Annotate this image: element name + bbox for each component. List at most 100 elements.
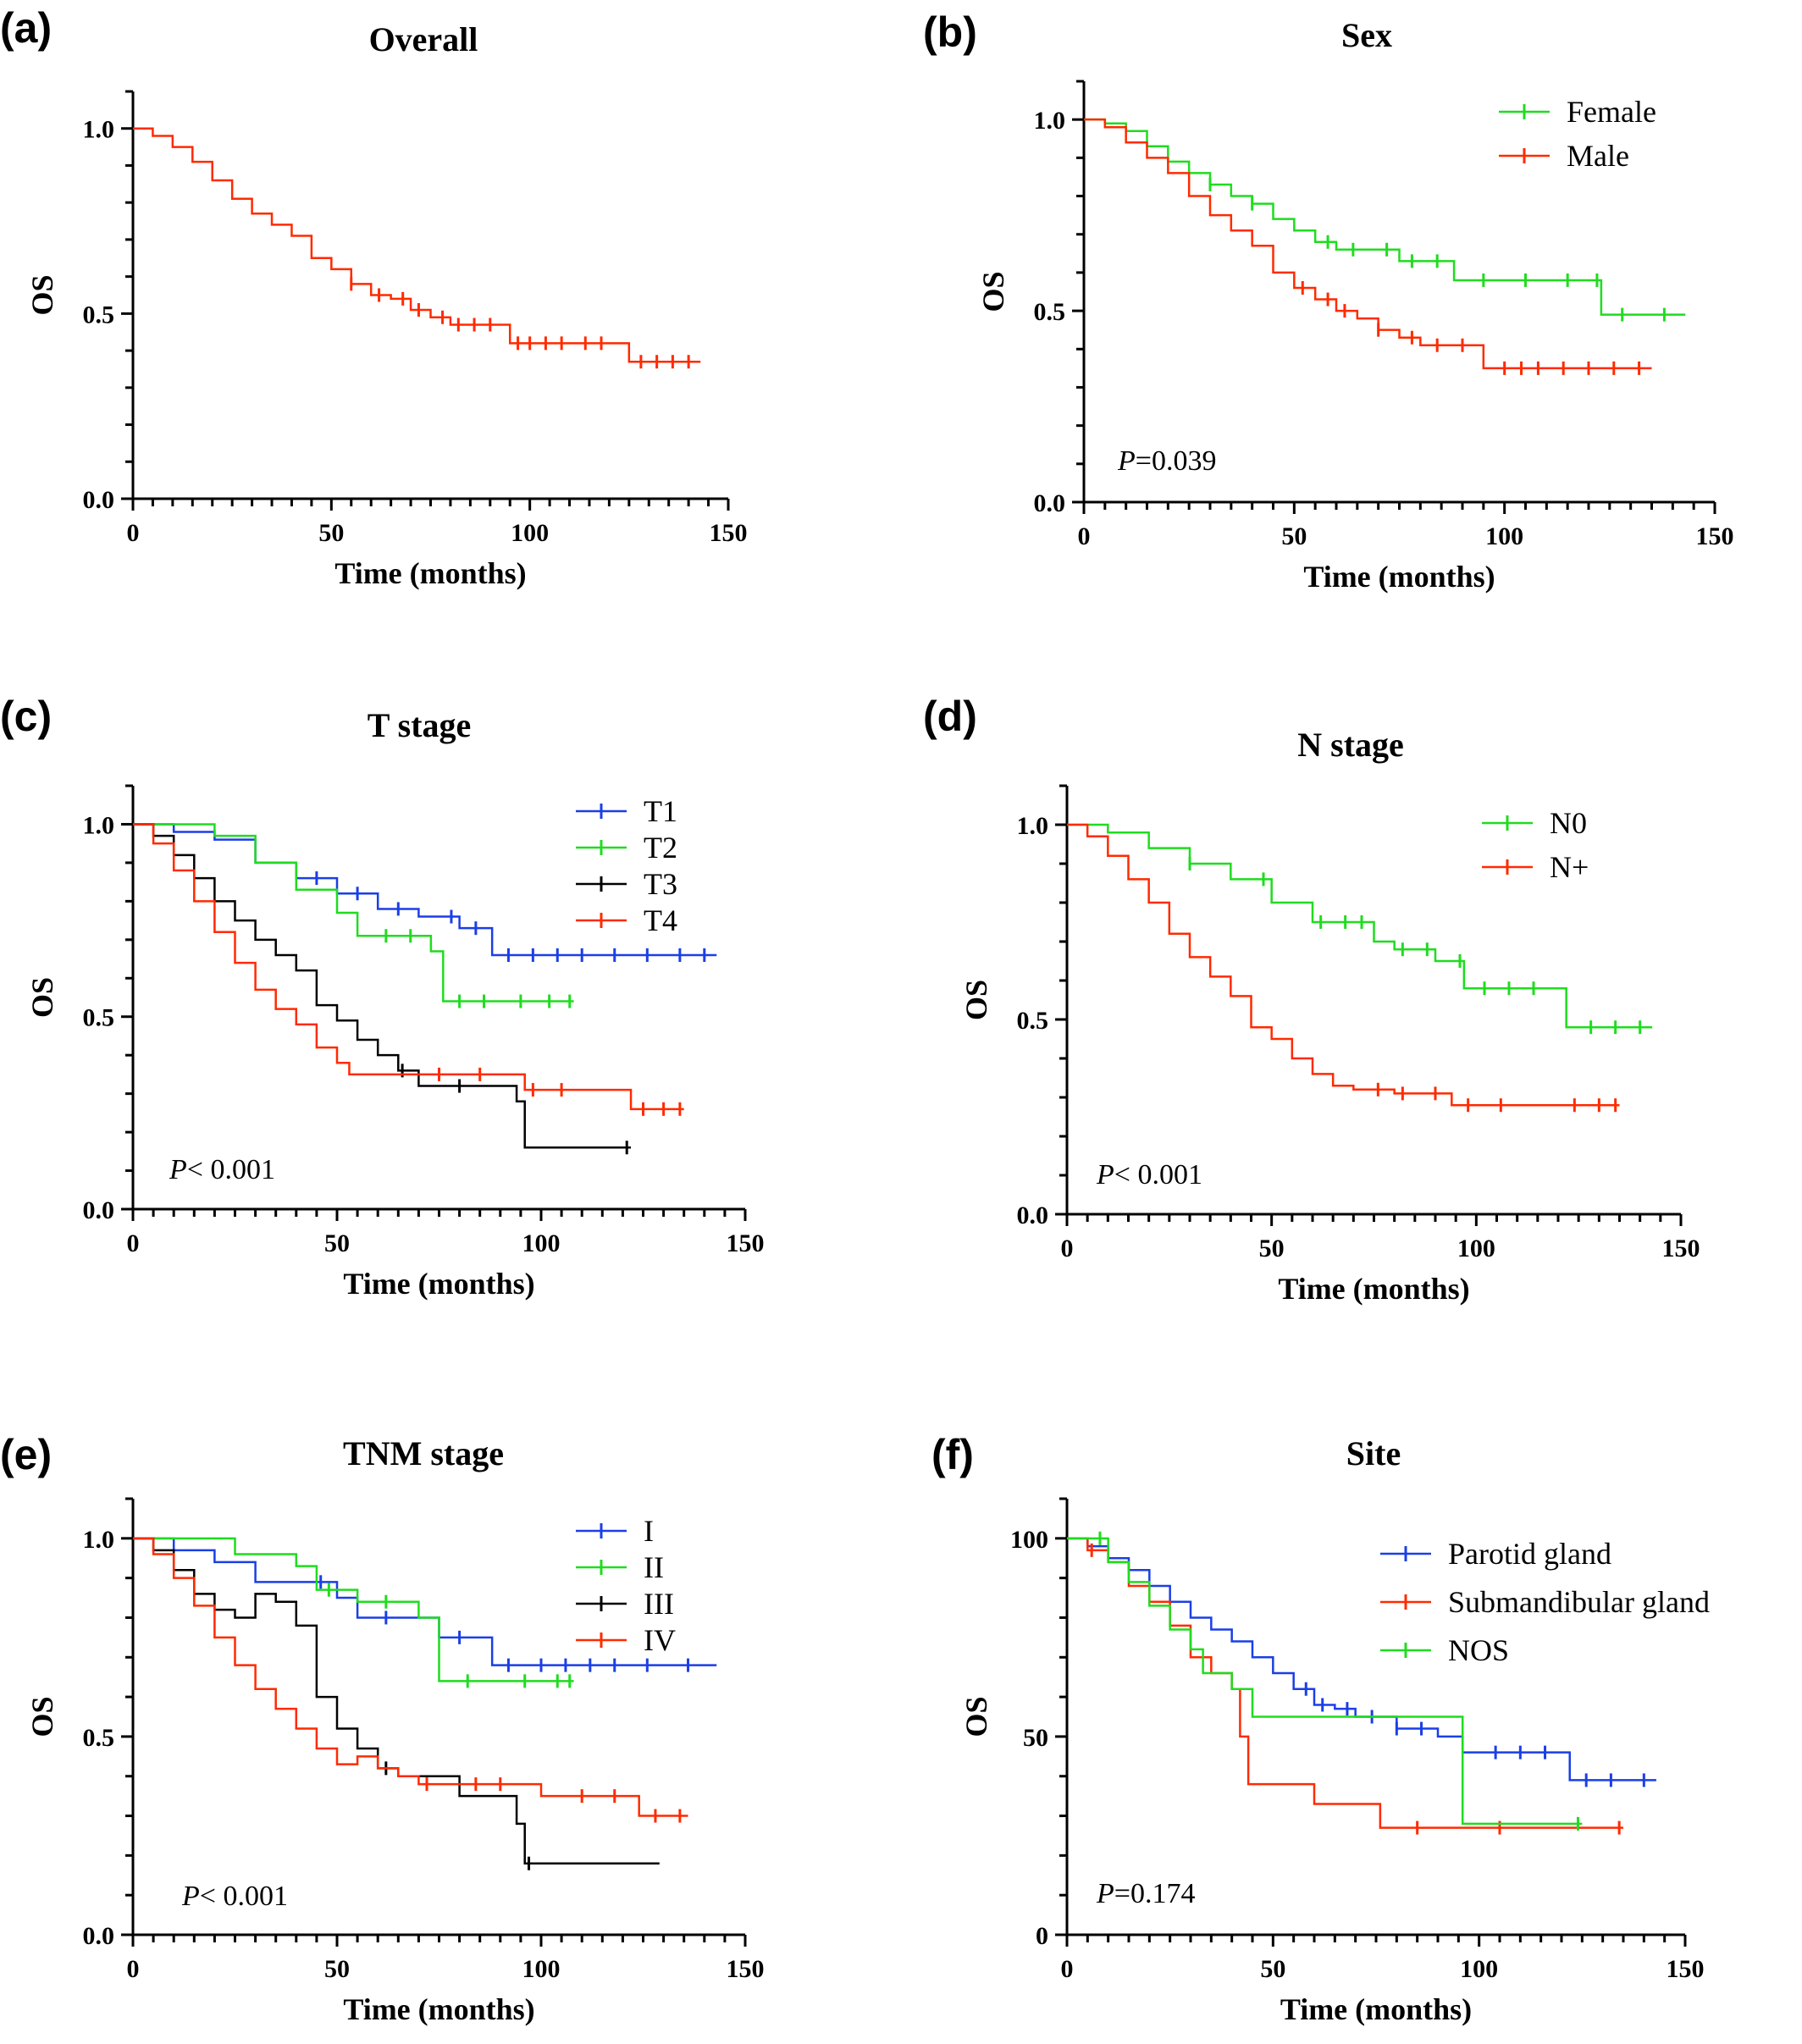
y-tick-label: 0.0 <box>83 1196 115 1224</box>
km-curve <box>1067 823 1620 1107</box>
km-curve <box>133 1537 660 1864</box>
series-t2 <box>133 823 574 1008</box>
panel-label: (a) <box>0 4 52 52</box>
x-tick-label: 0 <box>127 519 140 547</box>
x-tick-label: 100 <box>522 1229 561 1257</box>
x-tick-label: 150 <box>727 1955 765 1983</box>
legend-label: T3 <box>644 867 677 901</box>
y-tick-label: 1.0 <box>83 811 115 839</box>
panel-label: (e) <box>0 1431 52 1478</box>
p-value-text: < 0.001 <box>187 1154 275 1185</box>
series-overall <box>133 127 701 369</box>
x-tick-label: 0 <box>127 1955 140 1983</box>
x-tick-label: 50 <box>1259 1235 1285 1262</box>
km-curve <box>133 823 632 1149</box>
y-tick-label: 0.5 <box>83 1004 115 1032</box>
legend-item: T1 <box>576 794 677 828</box>
series-i <box>133 1537 717 1672</box>
legend-label: Male <box>1567 139 1629 173</box>
legend-label: N0 <box>1550 806 1587 840</box>
series-n0 <box>1067 823 1653 1035</box>
x-axis-label: Time (months) <box>343 1267 534 1301</box>
p-value: P=0.039 <box>1117 445 1216 477</box>
panel-label: (d) <box>923 693 977 740</box>
y-tick-label: 0.5 <box>1034 298 1066 326</box>
legend-item: IV <box>576 1623 676 1657</box>
legend-label: Parotid gland <box>1448 1537 1611 1571</box>
x-tick-label: 50 <box>1281 522 1307 550</box>
km-curve <box>133 823 717 957</box>
panel-title: Site <box>1346 1434 1401 1472</box>
legend-label: T1 <box>644 794 677 828</box>
legend-item: N0 <box>1482 806 1587 840</box>
legend-label: I <box>644 1514 654 1548</box>
x-tick-label: 0 <box>1061 1235 1074 1262</box>
km-curve <box>1067 1537 1656 1782</box>
panel-e: (e) TNM stage 0 50 100 150 0.0 0.5 1.0 Time (mont… <box>0 1431 765 2026</box>
x-tick-label: 0 <box>1061 1955 1074 1983</box>
y-axis-label: OS <box>959 980 993 1020</box>
legend-item: Female <box>1499 95 1656 129</box>
legend-label: Female <box>1567 95 1656 129</box>
x-tick-label: 150 <box>727 1229 765 1257</box>
km-curve <box>1067 823 1653 1029</box>
x-tick-label: 50 <box>324 1955 350 1983</box>
km-curve <box>133 823 684 1111</box>
legend-label: Submandibular gland <box>1448 1585 1710 1619</box>
y-axis-label: OS <box>25 1696 59 1737</box>
x-tick-label: 150 <box>1696 522 1734 550</box>
x-tick-label: 0 <box>1078 522 1091 550</box>
x-tick-label: 100 <box>511 519 549 547</box>
km-curve <box>133 1537 574 1682</box>
series-ii <box>133 1537 574 1688</box>
y-axis-label: OS <box>25 977 59 1018</box>
legend-item: NOS <box>1380 1633 1509 1667</box>
legend-item: Parotid gland <box>1380 1537 1611 1571</box>
series-nos <box>1067 1531 1583 1831</box>
series-male <box>1084 118 1652 375</box>
panel-f: (f) Site 0 50 100 150 0 50 100 Time (months) OS Par… <box>931 1431 1710 2026</box>
x-tick-label: 100 <box>522 1955 561 1983</box>
panel-title: N stage <box>1297 726 1404 764</box>
legend-label: II <box>644 1550 664 1584</box>
y-axis-label: OS <box>959 1696 993 1737</box>
x-tick-label: 50 <box>324 1229 350 1257</box>
y-tick-label: 0.0 <box>1017 1202 1049 1229</box>
panel-a: (a) Overall 0 50 100 150 0.0 0.5 1.0 Time (months… <box>0 4 748 590</box>
legend-item: T4 <box>576 903 677 937</box>
panel-title: Overall <box>369 20 478 58</box>
x-tick-label: 0 <box>127 1229 140 1257</box>
x-tick-label: 100 <box>1460 1955 1498 1983</box>
y-axis-label: OS <box>25 274 59 315</box>
panel-d: (d) N stage 0 50 100 150 0.0 0.5 1.0 Time (months… <box>923 693 1700 1306</box>
panel-title: T stage <box>368 706 472 744</box>
y-tick-label: 1.0 <box>1034 107 1066 135</box>
p-value-text: < 0.001 <box>200 1881 288 1912</box>
p-value-symbol: P <box>1096 1878 1114 1909</box>
p-value: P< 0.001 <box>181 1881 288 1912</box>
series-iv <box>133 1537 688 1823</box>
p-value-text: < 0.001 <box>1114 1159 1202 1190</box>
legend-item: T3 <box>576 867 677 901</box>
p-value: P< 0.001 <box>169 1154 275 1185</box>
p-value-symbol: P <box>1096 1159 1114 1190</box>
panel-title: Sex <box>1341 16 1392 54</box>
y-tick-label: 0 <box>1036 1922 1048 1950</box>
x-axis-label: Time (months) <box>1303 560 1495 594</box>
p-value-symbol: P <box>169 1154 187 1185</box>
panel-label: (b) <box>923 8 977 56</box>
y-axis-label: OS <box>976 271 1010 312</box>
x-tick-label: 150 <box>1667 1955 1705 1983</box>
legend-item: Male <box>1499 139 1629 173</box>
x-tick-label: 50 <box>318 519 344 547</box>
panel-b: (b) Sex 0 50 100 150 0.0 0.5 1.0 Time (months) OS F… <box>923 8 1734 594</box>
km-curve <box>1067 1537 1583 1826</box>
series-t4 <box>133 823 684 1116</box>
y-tick-label: 0.0 <box>1034 489 1066 517</box>
x-axis-label: Time (months) <box>334 556 526 590</box>
legend-label: NOS <box>1448 1633 1509 1667</box>
x-axis-label: Time (months) <box>1278 1272 1469 1306</box>
legend-label: N+ <box>1550 850 1589 884</box>
p-value: P=0.174 <box>1096 1878 1195 1909</box>
